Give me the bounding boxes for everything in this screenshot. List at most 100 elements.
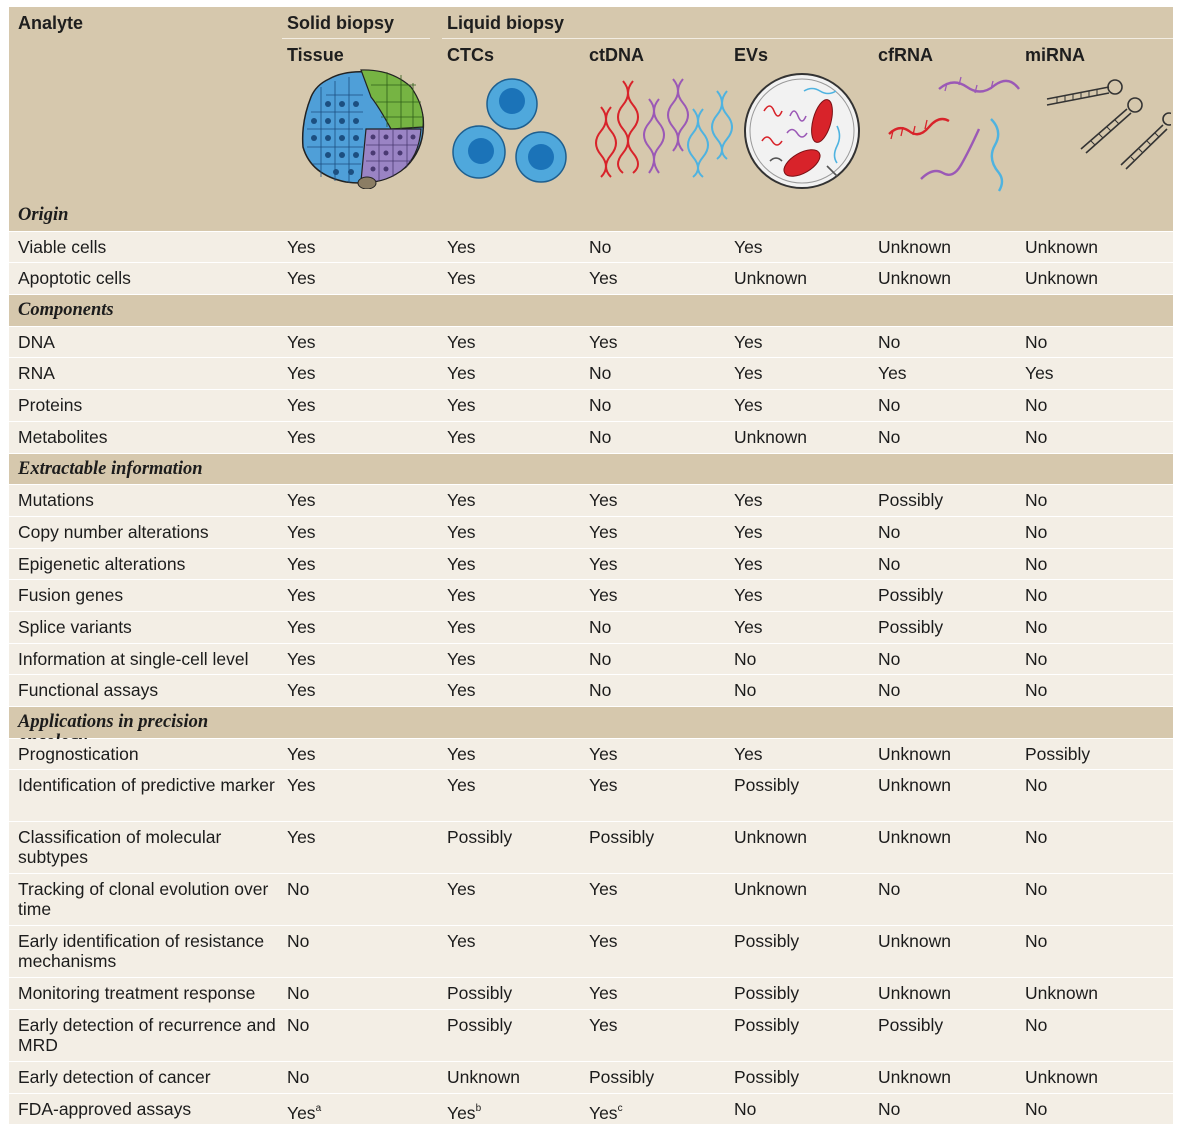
cell-cfrna: No [878, 554, 900, 574]
cell-value: Unknown [1025, 268, 1098, 289]
cell-value: No [589, 616, 612, 637]
cell-evs: Yes [734, 522, 763, 542]
cell-ctdna: Yes [589, 522, 618, 542]
cell-value: Yes [287, 775, 316, 796]
cell-mirna: Unknown [1025, 268, 1098, 288]
table-row: Classification of molecular subtypes Yes P… [9, 822, 1173, 875]
row-label: Copy number alterations [18, 521, 209, 542]
cell-value: Yes [734, 553, 763, 574]
cell-ctcs: Possibly [447, 827, 512, 847]
cell-value: No [1025, 1015, 1048, 1036]
section-title: Components [18, 300, 114, 321]
cell-mirna: Yes [1025, 363, 1054, 383]
cell-value: Yes [447, 1102, 476, 1123]
cell-value: Possibly [734, 931, 800, 952]
cell-value: Yes [734, 743, 763, 764]
cell-ctcs: Yes [447, 879, 476, 899]
cell-value: No [589, 236, 612, 257]
section-header-row: Components [9, 295, 1173, 327]
table-row: Apoptotic cells Yes Yes Yes Unknown Unknown Un… [9, 263, 1173, 296]
section-header-row: Applications in precision oncology [9, 707, 1173, 752]
cell-mirna: No [1025, 617, 1047, 637]
cell-ctcs: Possibly [447, 983, 512, 1003]
cell-ctcs: Yes [447, 649, 476, 669]
cell-value: Yes [447, 395, 476, 416]
cell-value: No [1025, 775, 1048, 796]
table-row: FDA-approved assays Yesa Yesb Yesc No No No [9, 1093, 1173, 1126]
cell-ctdna: No [589, 363, 611, 383]
cell-value: Unknown [878, 743, 951, 764]
table-row: Functional assays Yes Yes No No No No [9, 675, 1173, 707]
table-row: Tracking of clonal evolution over time No… [9, 874, 1173, 927]
cell-value: Yes [447, 616, 476, 637]
cell-value: Yes [287, 553, 316, 574]
cell-ctdna: Yesc [589, 1099, 623, 1123]
cell-value: No [878, 879, 901, 900]
cell-tissue: Yes [287, 827, 316, 847]
cell-value: Yes [447, 236, 476, 257]
cell-value: No [878, 521, 901, 542]
cell-mirna: No [1025, 395, 1047, 415]
cell-evs: Yes [734, 363, 763, 383]
cell-ctdna: Yes [589, 775, 618, 795]
cell-mirna: No [1025, 879, 1047, 899]
cell-ctcs: Yes [447, 775, 476, 795]
cell-value: Possibly [447, 1015, 513, 1036]
cell-value: No [1025, 490, 1048, 511]
cell-tissue: No [287, 931, 309, 951]
cell-ctcs: Possibly [447, 1015, 512, 1035]
cell-value: No [589, 426, 612, 447]
cell-value: No [734, 680, 757, 701]
cell-mirna: No [1025, 1015, 1047, 1035]
tissue-icon [301, 69, 425, 189]
footnote-marker: a [315, 1102, 322, 1114]
cell-value: Possibly [734, 1067, 800, 1088]
cell-evs: Yes [734, 395, 763, 415]
cell-value: Possibly [589, 827, 655, 848]
cell-value: No [734, 648, 757, 669]
cell-evs: Possibly [734, 1015, 799, 1035]
cell-ctdna: No [589, 237, 611, 257]
row-label: Early detection of recurrence and MRD [18, 1015, 276, 1056]
cell-tissue: No [287, 1067, 309, 1087]
cell-value: Yes [734, 521, 763, 542]
row-label: Identification of predictive marker [18, 775, 275, 796]
column-mirna: miRNA [1025, 45, 1086, 65]
cell-ctcs: Yes [447, 268, 476, 288]
cell-evs: Yes [734, 237, 763, 257]
cell-value: Possibly [734, 1015, 800, 1036]
cell-value: Yes [589, 490, 618, 511]
cell-evs: No [734, 680, 756, 700]
cell-mirna: Unknown [1025, 983, 1098, 1003]
row-label: Mutations [18, 490, 94, 511]
cell-tissue: Yes [287, 554, 316, 574]
cell-value: Yes [447, 490, 476, 511]
row-label: Metabolites [18, 426, 108, 447]
cell-cfrna: Unknown [878, 1067, 951, 1087]
cell-ctdna: Possibly [589, 827, 654, 847]
cell-tissue: Yes [287, 395, 316, 415]
footnote-marker: c [617, 1102, 623, 1114]
cell-value: Yes [589, 983, 618, 1004]
cell-value: Yes [447, 331, 476, 352]
cell-value: Unknown [447, 1067, 520, 1088]
cell-cfrna: No [878, 522, 900, 542]
cell-cfrna: Possibly [878, 585, 943, 605]
row-label: Epigenetic alterations [18, 553, 186, 574]
cell-value: Yes [287, 268, 316, 289]
cell-value: Yes [287, 1102, 316, 1123]
column-ctcs: CTCs [447, 45, 495, 65]
cell-value: No [878, 1098, 901, 1119]
cell-value: No [878, 331, 901, 352]
cell-cfrna: Unknown [878, 237, 951, 257]
cell-evs: Possibly [734, 1067, 799, 1087]
row-label: Fusion genes [18, 585, 124, 606]
cell-value: No [1025, 395, 1048, 416]
cell-value: Yes [447, 743, 476, 764]
cell-value: No [878, 395, 901, 416]
cell-value: Yes [589, 268, 618, 289]
cell-evs: Unknown [734, 268, 807, 288]
cell-value: No [1025, 879, 1048, 900]
cell-ctdna: Yes [589, 554, 618, 574]
cell-ctcs: Yes [447, 427, 476, 447]
